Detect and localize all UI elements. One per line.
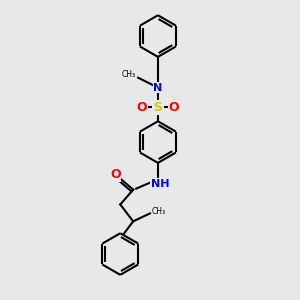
Text: O: O <box>110 168 121 181</box>
Text: O: O <box>137 101 147 114</box>
Text: CH₃: CH₃ <box>152 207 166 216</box>
Text: S: S <box>153 101 162 114</box>
Text: O: O <box>169 101 179 114</box>
Text: NH: NH <box>151 179 169 189</box>
Text: N: N <box>153 82 163 93</box>
Text: CH₃: CH₃ <box>122 70 136 79</box>
